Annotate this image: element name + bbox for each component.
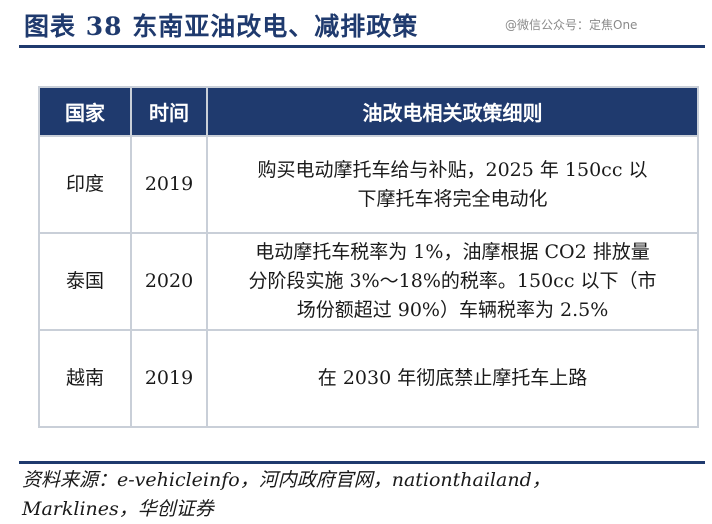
policy-line: 在 2030 年彻底禁止摩托车上路 (317, 367, 588, 389)
header-year: 时间 (130, 86, 208, 137)
figure-title: 图表 38 东南亚油改电、减排政策 (24, 12, 419, 41)
table-row: 泰国 2020 电动摩托车税率为 1%，油摩根据 CO2 排放量 分阶段实施 3… (38, 232, 699, 331)
country-cell: 泰国 (38, 232, 132, 331)
year-cell: 2019 (130, 329, 208, 428)
table-row: 越南 2019 在 2030 年彻底禁止摩托车上路 (38, 329, 699, 428)
title-divider (19, 45, 705, 48)
policy-line: 场份额超过 90%）车辆税率为 2.5% (296, 299, 609, 321)
policy-line: 分阶段实施 3%～18%的税率。150cc 以下（市 (248, 270, 657, 292)
policy-line: 下摩托车将完全电动化 (357, 187, 548, 210)
country-cell: 印度 (38, 135, 132, 234)
policy-cell: 电动摩托车税率为 1%，油摩根据 CO2 排放量 分阶段实施 3%～18%的税率… (206, 232, 699, 331)
table-header-row: 国家 时间 油改电相关政策细则 (38, 86, 699, 137)
policy-cell: 购买电动摩托车给与补贴，2025 年 150cc 以 下摩托车将完全电动化 (206, 135, 699, 234)
header-country: 国家 (38, 86, 132, 137)
header-policy: 油改电相关政策细则 (206, 86, 699, 137)
source-line: Marklines，华创证券 (22, 498, 214, 520)
table-row: 印度 2019 购买电动摩托车给与补贴，2025 年 150cc 以 下摩托车将… (38, 135, 699, 234)
source-line: 资料来源：e-vehicleinfo，河内政府官网，nationthailand… (22, 469, 551, 491)
year-cell: 2020 (130, 232, 208, 331)
policy-line: 电动摩托车税率为 1%，油摩根据 CO2 排放量 (255, 241, 650, 263)
watermark: @微信公众号：定焦One (505, 18, 638, 32)
policy-table: 国家 时间 油改电相关政策细则 印度 2019 购买电动摩托车给与补贴，2025… (38, 86, 699, 428)
policy-line: 购买电动摩托车给与补贴，2025 年 150cc 以 (257, 158, 648, 181)
source-divider (19, 461, 705, 464)
source-note: 资料来源：e-vehicleinfo，河内政府官网，nationthailand… (22, 466, 662, 524)
policy-cell: 在 2030 年彻底禁止摩托车上路 (206, 329, 699, 428)
country-cell: 越南 (38, 329, 132, 428)
year-cell: 2019 (130, 135, 208, 234)
